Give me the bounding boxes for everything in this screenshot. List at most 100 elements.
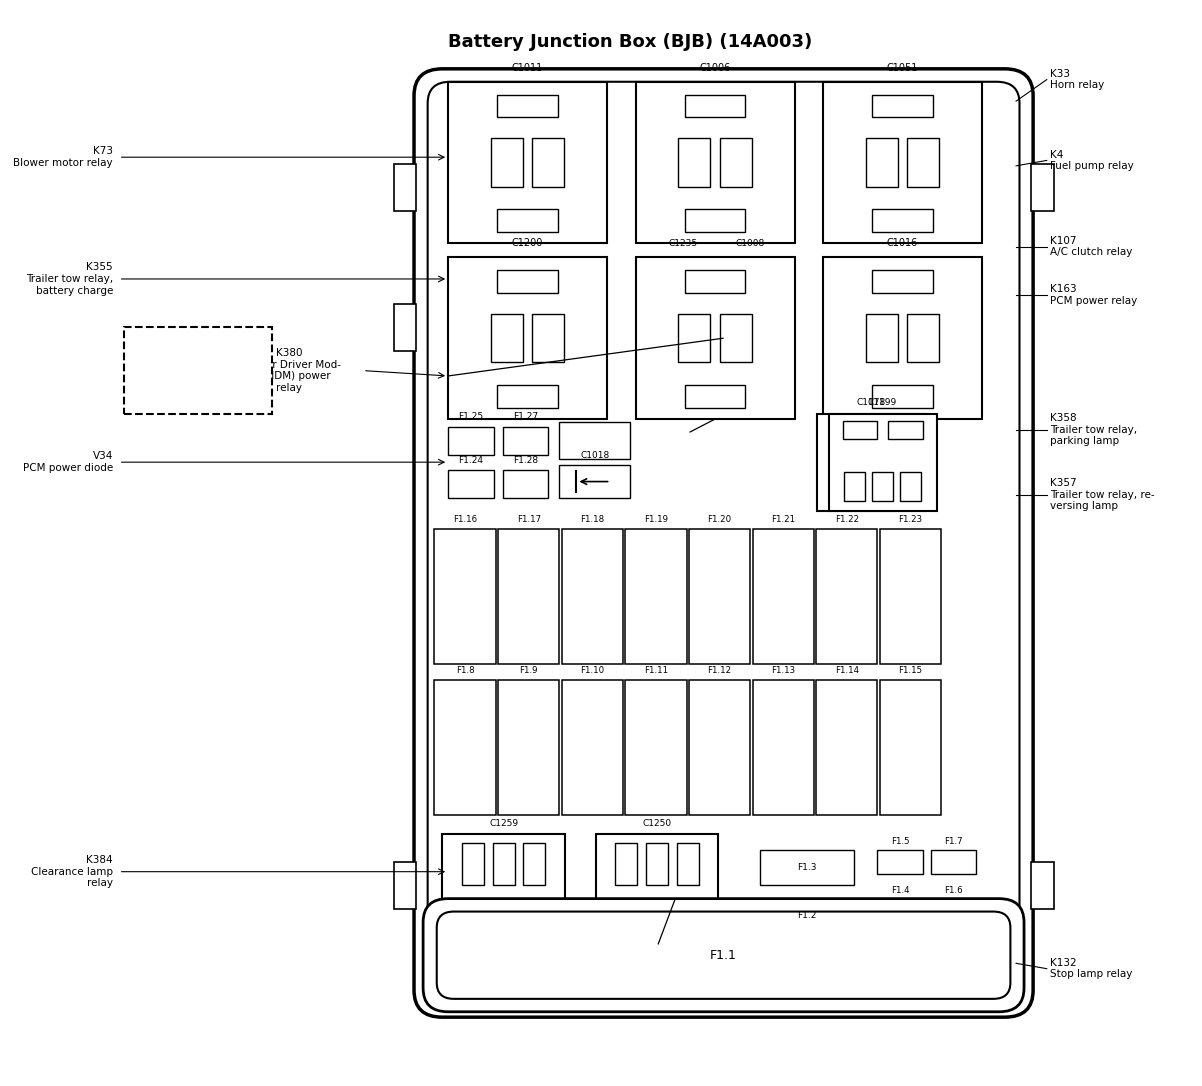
Bar	[761, 898, 853, 933]
Text: F1.13: F1.13	[772, 666, 796, 674]
Bar	[873, 270, 933, 293]
Text: F1.28: F1.28	[513, 455, 538, 465]
Text: F1.24: F1.24	[458, 455, 483, 465]
Text: C1008: C1008	[736, 239, 764, 248]
Text: Diesel: Diesel	[179, 339, 218, 349]
Bar	[508, 920, 552, 935]
Bar	[523, 843, 546, 884]
Bar	[908, 138, 939, 187]
Bar	[930, 850, 976, 874]
Bar	[448, 257, 607, 419]
Bar	[877, 898, 923, 922]
Text: C1259: C1259	[489, 819, 518, 828]
Bar	[393, 304, 416, 351]
Bar	[752, 529, 814, 664]
Text: F1.11: F1.11	[644, 666, 668, 674]
Text: F1.27: F1.27	[513, 413, 538, 421]
Text: F1.14: F1.14	[834, 666, 859, 674]
Bar	[532, 138, 564, 187]
Bar	[462, 843, 484, 884]
Bar	[843, 421, 877, 439]
Bar	[833, 472, 853, 501]
Text: C1016: C1016	[887, 239, 918, 249]
Text: C1051: C1051	[887, 63, 918, 73]
Text: K358
Trailer tow relay,
parking lamp: K358 Trailer tow relay, parking lamp	[1051, 414, 1137, 446]
Bar	[930, 898, 976, 922]
Bar	[434, 680, 495, 814]
Bar	[685, 94, 745, 117]
Bar	[865, 138, 898, 187]
Text: C1235: C1235	[668, 239, 698, 248]
Bar	[873, 94, 933, 117]
FancyBboxPatch shape	[423, 898, 1024, 1012]
Text: K73
Blower motor relay: K73 Blower motor relay	[13, 147, 113, 168]
Bar	[625, 529, 686, 664]
Bar	[861, 472, 882, 501]
Bar	[720, 138, 751, 187]
Text: F1.18: F1.18	[581, 515, 605, 523]
Bar	[502, 470, 548, 497]
Text: F1.10: F1.10	[581, 666, 605, 674]
Text: V34
PCM power diode: V34 PCM power diode	[23, 452, 113, 473]
Bar	[393, 862, 416, 909]
Text: K4
Fuel pump relay: K4 Fuel pump relay	[1051, 150, 1133, 172]
Bar	[873, 386, 933, 407]
Bar	[498, 210, 558, 232]
Bar	[561, 680, 623, 814]
Bar	[871, 472, 893, 501]
Bar	[498, 386, 558, 407]
Bar	[828, 414, 936, 510]
Text: C1006: C1006	[700, 63, 731, 73]
Bar	[609, 920, 653, 935]
Bar	[816, 680, 877, 814]
Text: K33
Horn relay: K33 Horn relay	[1051, 68, 1105, 90]
Text: F1.6: F1.6	[945, 885, 963, 895]
Text: C1011: C1011	[512, 63, 543, 73]
Bar	[625, 680, 686, 814]
Text: K380
Injector Driver Mod-
ule (IDM) power
relay: K380 Injector Driver Mod- ule (IDM) powe…	[237, 349, 341, 393]
Bar	[636, 81, 795, 243]
Bar	[498, 94, 558, 117]
Bar	[678, 138, 710, 187]
Text: F1.2: F1.2	[797, 911, 816, 920]
Bar	[689, 680, 750, 814]
Text: K357
Trailer tow relay, re-
versing lamp: K357 Trailer tow relay, re- versing lamp	[1051, 478, 1155, 512]
Bar	[492, 138, 523, 187]
Text: C1250: C1250	[643, 819, 672, 828]
Bar	[752, 680, 814, 814]
Bar	[908, 314, 939, 363]
Bar	[876, 421, 911, 439]
Text: F1.9: F1.9	[519, 666, 538, 674]
Bar	[1031, 164, 1054, 211]
Bar	[900, 472, 922, 501]
Text: F1.3: F1.3	[797, 863, 817, 872]
Bar	[823, 257, 982, 419]
Text: F1.20: F1.20	[708, 515, 732, 523]
Bar	[615, 843, 637, 884]
Bar	[502, 427, 548, 455]
Bar	[448, 81, 607, 243]
Text: F1.7: F1.7	[945, 837, 963, 846]
Bar	[844, 472, 865, 501]
Bar	[636, 257, 795, 419]
Text: F1.1: F1.1	[710, 949, 737, 962]
Bar	[873, 210, 933, 232]
Bar	[685, 386, 745, 407]
Text: F1.21: F1.21	[772, 515, 796, 523]
Text: F1.19: F1.19	[644, 515, 668, 523]
FancyBboxPatch shape	[124, 328, 272, 414]
Text: K132
Stop lamp relay: K132 Stop lamp relay	[1051, 958, 1132, 980]
Bar	[559, 466, 630, 497]
Bar	[823, 81, 982, 243]
Bar	[816, 529, 877, 664]
Text: Battery Junction Box (BJB) (14A003): Battery Junction Box (BJB) (14A003)	[447, 33, 813, 51]
Bar	[677, 843, 698, 884]
Bar	[393, 164, 416, 211]
Text: K163
PCM power relay: K163 PCM power relay	[1051, 285, 1137, 306]
Bar	[662, 920, 704, 935]
Bar	[434, 529, 495, 664]
FancyBboxPatch shape	[428, 81, 1019, 1005]
Text: K384
Clearance lamp
relay: K384 Clearance lamp relay	[31, 855, 113, 888]
Text: F1.17: F1.17	[517, 515, 541, 523]
Bar	[532, 314, 564, 363]
